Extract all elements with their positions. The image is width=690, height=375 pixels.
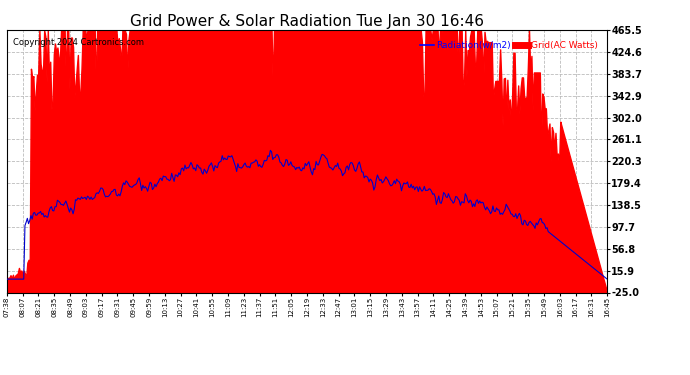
Text: Copyright 2024 Cartronics.com: Copyright 2024 Cartronics.com [13,38,144,47]
Legend: Radiation(w/m2), Grid(AC Watts): Radiation(w/m2), Grid(AC Watts) [417,37,602,53]
Title: Grid Power & Solar Radiation Tue Jan 30 16:46: Grid Power & Solar Radiation Tue Jan 30 … [130,14,484,29]
